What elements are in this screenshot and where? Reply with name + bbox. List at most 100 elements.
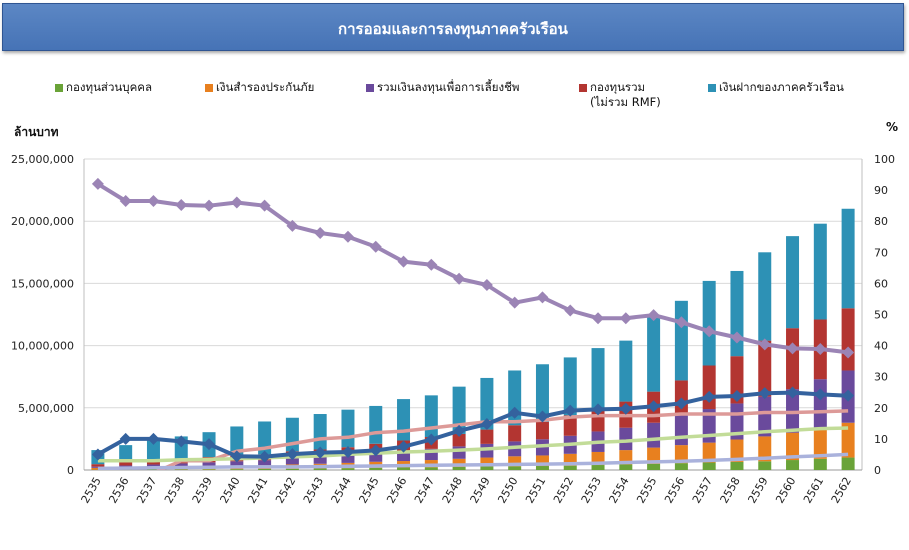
line-marker-0-2537 bbox=[147, 194, 160, 207]
line-marker-1-2548 bbox=[453, 424, 466, 437]
legend-swatch-insurance-reserve bbox=[205, 84, 213, 92]
x-tick-label: 2559 bbox=[745, 475, 770, 506]
bar-segment-s4-2561 bbox=[813, 223, 827, 320]
line-marker-1-2558 bbox=[730, 389, 743, 402]
bar-segment-s2-2539 bbox=[202, 462, 216, 467]
x-tick-label: 2537 bbox=[134, 475, 159, 506]
line-marker-0-2547 bbox=[425, 258, 438, 271]
line-marker-0-2541 bbox=[258, 199, 271, 212]
bar-segment-s0-2555 bbox=[647, 463, 661, 470]
y-right-tick-label: 10 bbox=[874, 433, 888, 446]
line-marker-0-2551 bbox=[536, 291, 549, 304]
legend-swatch-retirement-investment bbox=[366, 84, 374, 92]
bar-segment-s0-2554 bbox=[619, 464, 633, 470]
bar-segment-s4-2551 bbox=[535, 364, 549, 422]
title-banner: การออมและการลงทุนภาคครัวเรือน bbox=[2, 3, 904, 51]
y-right-tick-label: 70 bbox=[874, 246, 888, 259]
x-tick-label: 2557 bbox=[690, 475, 715, 506]
bar-segment-s4-2557 bbox=[702, 280, 716, 366]
bar-segment-s2-2547 bbox=[424, 448, 438, 461]
line-marker-1-2537 bbox=[147, 432, 160, 445]
bar-segment-s4-2545 bbox=[369, 405, 383, 444]
line-series-3 bbox=[97, 426, 849, 463]
legend-label-private-fund: กองทุนส่วนบุคคล bbox=[66, 80, 152, 94]
y-left-tick-label: 10,000,000 bbox=[11, 340, 74, 353]
bar-segment-s0-2546 bbox=[397, 467, 411, 470]
y-left-tick-label: 5,000,000 bbox=[18, 402, 74, 415]
bar-segment-s3-2550 bbox=[508, 425, 522, 442]
y-left-tick-label: 15,000,000 bbox=[11, 277, 74, 290]
y-right-tick-label: 30 bbox=[874, 371, 888, 384]
bar-segment-s0-2538 bbox=[174, 469, 188, 470]
bar-segment-s4-2554 bbox=[619, 340, 633, 402]
x-tick-label: 2541 bbox=[245, 475, 270, 506]
bar-segment-s0-2547 bbox=[424, 467, 438, 470]
bar-segment-s3-2559 bbox=[758, 340, 772, 397]
bar-segment-s3-2558 bbox=[730, 356, 744, 404]
line-marker-0-2550 bbox=[508, 296, 521, 309]
bar-segment-s2-2546 bbox=[397, 451, 411, 462]
y-right-tick-label: 40 bbox=[874, 340, 888, 353]
x-tick-label: 2562 bbox=[829, 475, 854, 506]
y-axis-left-title: ล้านบาท bbox=[14, 125, 59, 139]
bar-segment-s4-2556 bbox=[674, 300, 688, 381]
bar-segment-s2-2537 bbox=[146, 464, 160, 468]
x-tick-label: 2554 bbox=[606, 475, 631, 506]
x-tick-label: 2560 bbox=[773, 475, 798, 506]
bar-segment-s4-2555 bbox=[647, 316, 661, 392]
line-marker-0-2560 bbox=[786, 342, 799, 355]
legend-swatch-mutual-fund bbox=[579, 84, 587, 92]
bar-segment-s4-2559 bbox=[758, 252, 772, 341]
x-tick-label: 2555 bbox=[634, 475, 659, 506]
line-marker-1-2561 bbox=[814, 388, 827, 401]
bar-segment-s3-2536 bbox=[119, 462, 133, 466]
line-marker-1-2550 bbox=[508, 406, 521, 419]
line-marker-1-2557 bbox=[703, 390, 716, 403]
legend-label-insurance-reserve: เงินสำรองประกันภัย bbox=[216, 80, 315, 94]
legend: กองทุนส่วนบุคคล เงินสำรองประกันภัย รวมเง… bbox=[0, 80, 909, 120]
y-left-tick-label: 0 bbox=[67, 464, 74, 477]
x-tick-label: 2539 bbox=[190, 475, 215, 506]
bar-segment-s1-2558 bbox=[730, 439, 744, 462]
bar-segment-s4-2549 bbox=[480, 377, 494, 430]
bar-segment-s4-2536 bbox=[119, 445, 133, 463]
line-marker-0-2552 bbox=[564, 304, 577, 317]
line-series-4 bbox=[97, 452, 849, 470]
line-marker-1-2541 bbox=[258, 450, 271, 463]
line-series-1 bbox=[96, 390, 849, 459]
line-marker-0-2538 bbox=[175, 199, 188, 212]
bar-segment-s2-2559 bbox=[758, 396, 772, 437]
bar-segment-s4-2562 bbox=[841, 208, 855, 309]
bar-segment-s2-2556 bbox=[674, 415, 688, 446]
bar-segment-s4-2560 bbox=[786, 236, 800, 329]
bar-segment-s4-2543 bbox=[313, 414, 327, 450]
bar-segment-s1-2535 bbox=[91, 467, 105, 470]
bar-segment-s1-2562 bbox=[841, 422, 855, 458]
line-marker-1-2546 bbox=[397, 440, 410, 453]
x-tick-label: 2553 bbox=[579, 475, 604, 506]
bar-segment-s0-2544 bbox=[341, 468, 355, 470]
bar-segment-s2-2542 bbox=[285, 458, 299, 465]
bar-segment-s4-2546 bbox=[397, 399, 411, 441]
line-marker-0-2554 bbox=[619, 312, 632, 325]
line-marker-1-2552 bbox=[564, 404, 577, 417]
line-marker-0-2558 bbox=[730, 331, 743, 344]
x-tick-label: 2544 bbox=[329, 475, 354, 506]
line-marker-1-2562 bbox=[842, 389, 855, 402]
line-marker-0-2540 bbox=[230, 196, 243, 209]
legend-label-household-deposits: เงินฝากของภาคครัวเรือน bbox=[719, 80, 844, 94]
line-marker-1-2544 bbox=[341, 445, 354, 458]
line-marker-1-2555 bbox=[647, 400, 660, 413]
bar-segment-s1-2551 bbox=[535, 455, 549, 467]
legend-swatch-private-fund bbox=[55, 84, 63, 92]
bar-segment-s4-2540 bbox=[230, 426, 244, 456]
bar-segment-s4-2544 bbox=[341, 409, 355, 448]
x-tick-label: 2535 bbox=[79, 475, 104, 506]
bar-segment-s2-2544 bbox=[341, 455, 355, 463]
x-tick-label: 2552 bbox=[551, 475, 576, 506]
x-tick-label: 2546 bbox=[384, 475, 409, 506]
bar-segment-s2-2555 bbox=[647, 422, 661, 448]
bar-segment-s3-2548 bbox=[452, 433, 466, 447]
line-marker-1-2560 bbox=[786, 386, 799, 399]
